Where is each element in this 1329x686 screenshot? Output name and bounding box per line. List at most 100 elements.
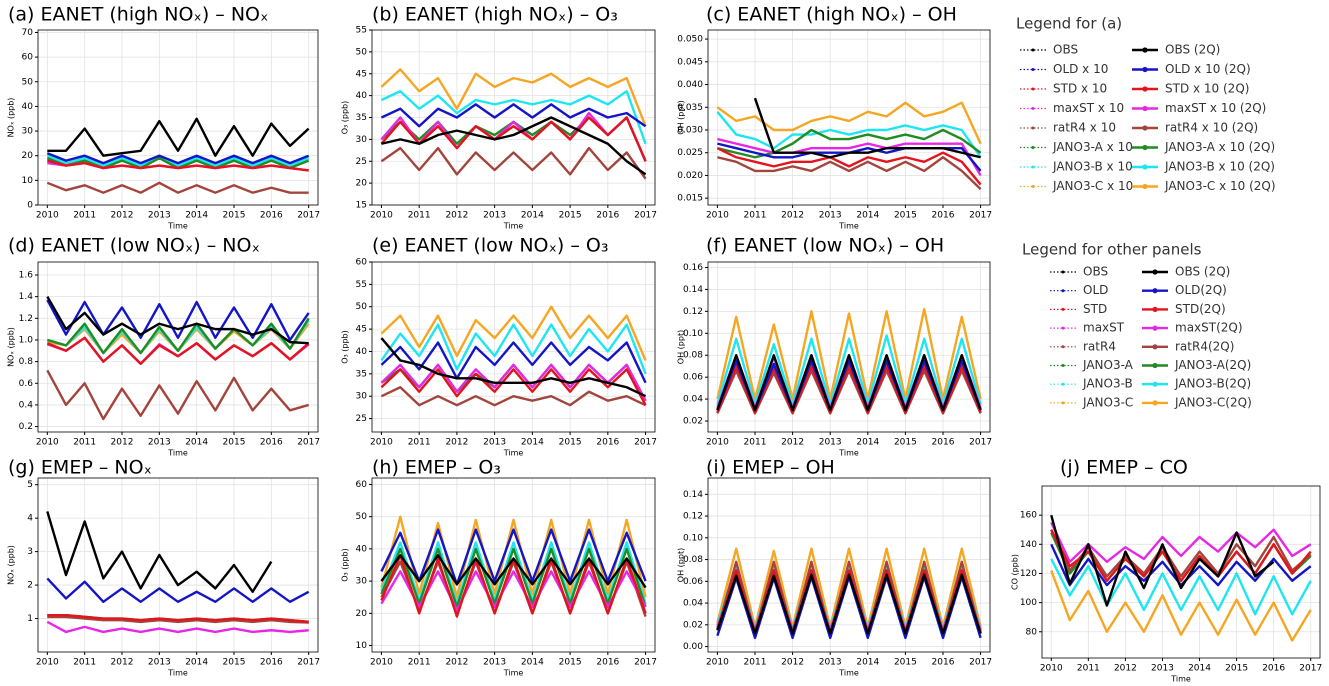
x-tick-label: 2016 bbox=[596, 438, 619, 448]
y-tick-label: 2 bbox=[27, 581, 33, 591]
x-tick-label: 2012 bbox=[111, 211, 134, 221]
legend-marker bbox=[1061, 401, 1065, 405]
y-tick-label: 55 bbox=[356, 280, 367, 290]
x-tick-label: 2011 bbox=[744, 211, 767, 221]
x-axis-label: Time bbox=[1170, 675, 1191, 684]
y-axis-label: O₃ (ppb) bbox=[341, 548, 350, 582]
legend-marker bbox=[1061, 326, 1065, 330]
series-line bbox=[717, 156, 982, 190]
legend-label: JANO3-A x 10 bbox=[1052, 140, 1133, 154]
x-tick-label: 2017 bbox=[297, 211, 320, 221]
legend-marker bbox=[1031, 87, 1035, 91]
y-tick-label: 0.12 bbox=[683, 512, 703, 522]
series-line bbox=[380, 547, 647, 609]
x-tick-label: 2016 bbox=[260, 658, 283, 668]
y-tick-label: 1.0 bbox=[19, 335, 34, 345]
x-tick-label: 2016 bbox=[596, 211, 619, 221]
series-line bbox=[380, 554, 647, 589]
x-tick-label: 2014 bbox=[1188, 664, 1211, 674]
y-tick-label: 35 bbox=[356, 369, 367, 379]
legend-label: JANO3-B x 10 (2Q) bbox=[1164, 160, 1275, 174]
y-tick-label: 25 bbox=[356, 414, 367, 424]
x-tick-label: 2010 bbox=[370, 658, 393, 668]
x-tick-label: 2011 bbox=[744, 438, 767, 448]
legend-marker bbox=[1152, 400, 1158, 406]
x-tick-label: 2011 bbox=[408, 438, 431, 448]
x-tick-label: 2011 bbox=[73, 438, 96, 448]
legend-marker bbox=[1152, 381, 1158, 387]
panel: 0 10 20 30 40 50 60 70 2010 2011 2012 2013 2014 2015 2… bbox=[7, 4, 321, 231]
legend-marker bbox=[1152, 306, 1158, 312]
legend-label: JANO3-B bbox=[1082, 377, 1133, 391]
series-line bbox=[46, 620, 309, 634]
y-axis-label: OH (ppt) bbox=[677, 548, 686, 582]
series-line bbox=[717, 137, 982, 177]
legend-marker bbox=[1152, 325, 1158, 331]
series-line bbox=[46, 296, 309, 345]
plot-frame bbox=[371, 261, 656, 433]
panel-title: (e) EANET (low NOₓ) – O₃ bbox=[372, 235, 608, 257]
y-tick-label: 60 bbox=[22, 53, 34, 63]
x-tick-label: 2013 bbox=[1151, 664, 1174, 674]
x-axis-label: Time bbox=[167, 449, 188, 458]
y-tick-label: 10 bbox=[356, 641, 368, 651]
plot-frame bbox=[1041, 485, 1321, 659]
legend-marker bbox=[1142, 125, 1148, 131]
x-tick-label: 2012 bbox=[445, 658, 468, 668]
series-line bbox=[716, 573, 982, 635]
x-tick-label: 2014 bbox=[185, 658, 208, 668]
x-tick-label: 2013 bbox=[148, 211, 171, 221]
x-tick-label: 2012 bbox=[445, 211, 468, 221]
x-tick-label: 2010 bbox=[706, 211, 729, 221]
y-tick-label: 50 bbox=[356, 302, 368, 312]
panel: 80 100 120 140 160 2010 2011 2012 2013 2014 2015 20… bbox=[1011, 457, 1323, 684]
panel: 1 2 3 4 5 2010 2011 2012 2013 2014 2015 2016 2017 Tim… bbox=[7, 457, 321, 678]
legend-title: Legend for (a) bbox=[1016, 15, 1122, 33]
y-tick-label: 4 bbox=[27, 514, 33, 524]
x-tick-label: 2017 bbox=[634, 438, 657, 448]
y-tick-label: 0.10 bbox=[683, 329, 703, 339]
series-line bbox=[46, 336, 310, 365]
legend-marker bbox=[1061, 364, 1065, 367]
legend-label: JANO3-C x 10 bbox=[1052, 179, 1133, 193]
y-tick-label: 160 bbox=[1020, 511, 1037, 521]
legend-marker bbox=[1031, 165, 1035, 169]
legend-marker bbox=[1031, 185, 1035, 188]
legend-marker bbox=[1061, 289, 1065, 293]
legend-label: STD bbox=[1083, 302, 1107, 316]
x-axis-label: Time bbox=[838, 222, 859, 231]
series-line bbox=[380, 103, 647, 128]
legend-label: JANO3-B x 10 bbox=[1052, 160, 1133, 174]
y-tick-label: 0.020 bbox=[677, 171, 703, 181]
legend-label: JANO3-A bbox=[1082, 358, 1134, 372]
y-tick-label: 15 bbox=[356, 201, 367, 211]
legend-label: OLD x 10 bbox=[1053, 62, 1108, 76]
plot-frame bbox=[707, 261, 991, 433]
x-tick-label: 2017 bbox=[1299, 664, 1322, 674]
legend-marker bbox=[1142, 164, 1148, 170]
x-tick-label: 2017 bbox=[297, 438, 320, 448]
series-line bbox=[716, 147, 982, 186]
y-tick-label: 0.00 bbox=[683, 642, 703, 652]
x-tick-label: 2011 bbox=[73, 211, 96, 221]
series-line bbox=[381, 116, 647, 176]
series-line bbox=[716, 111, 982, 158]
legend-marker bbox=[1142, 105, 1148, 112]
series-line bbox=[380, 68, 647, 127]
series-line bbox=[380, 363, 647, 402]
y-tick-label: 1.6 bbox=[19, 270, 34, 280]
series-line bbox=[380, 116, 647, 162]
legend-marker bbox=[1142, 86, 1148, 92]
panel: 0.02 0.04 0.06 0.08 0.10 0.12 0.14 0.16 2010 2011… bbox=[677, 235, 993, 458]
x-tick-label: 2015 bbox=[1225, 664, 1248, 674]
y-tick-label: 80 bbox=[1026, 627, 1038, 637]
series-line bbox=[380, 337, 647, 398]
legend-marker bbox=[1152, 269, 1158, 275]
x-tick-label: 2013 bbox=[819, 211, 842, 221]
x-tick-label: 2014 bbox=[521, 438, 544, 448]
x-tick-label: 2016 bbox=[932, 658, 955, 668]
x-axis-label: Time bbox=[167, 669, 188, 678]
y-axis-label: NOₓ (ppb) bbox=[7, 327, 16, 367]
legend-marker bbox=[1152, 288, 1158, 294]
